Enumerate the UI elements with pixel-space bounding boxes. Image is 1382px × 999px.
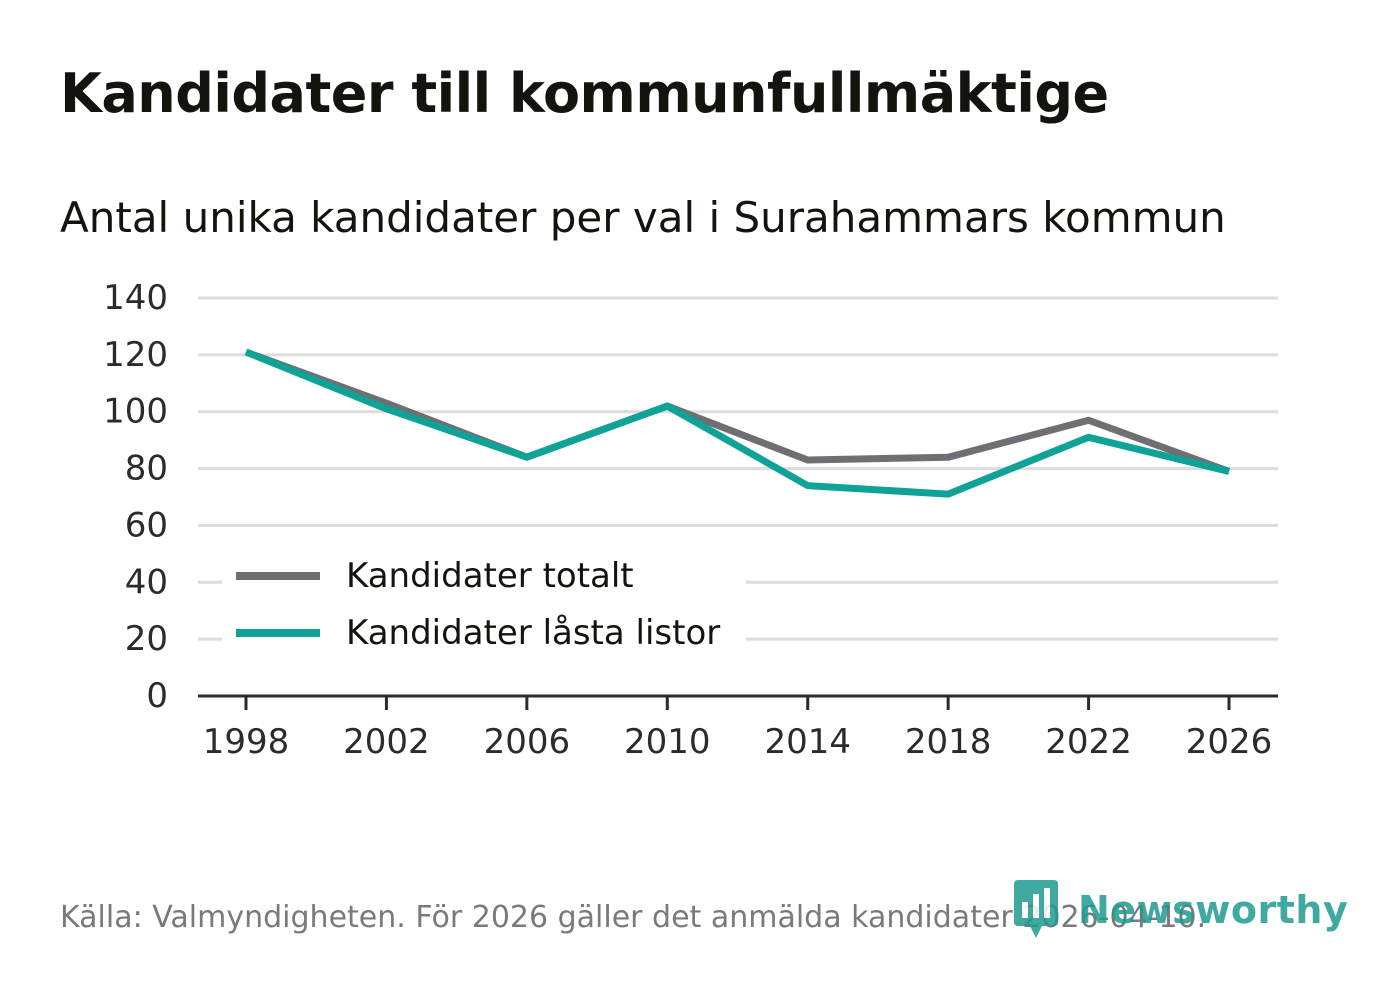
legend-background [222,548,746,666]
y-tick-label: 0 [146,676,168,716]
x-tick-label: 2014 [764,722,851,762]
legend-label: Kandidater låsta listor [346,613,720,653]
series-lines [244,348,1231,498]
y-tick-label: 60 [125,505,168,545]
x-tick-label: 2026 [1186,722,1273,762]
x-tick-label: 2010 [624,722,711,762]
y-axis-ticks: 0 20 40 60 80 100 120 140 [103,278,168,716]
y-tick-label: 120 [103,335,168,375]
y-tick-label: 20 [125,619,168,659]
x-tick-label: 2022 [1045,722,1132,762]
x-tick-label: 2006 [484,722,571,762]
series-line-locked-lists [244,348,1230,498]
series-line-total [244,348,1231,475]
y-tick-label: 100 [103,392,168,432]
x-tick-label: 1998 [203,722,290,762]
newsworthy-logo: Newsworthy [1012,880,1348,940]
y-tick-label: 40 [125,562,168,602]
legend: Kandidater totalt Kandidater låsta listor [236,556,720,653]
x-axis-ticks: 1998 2002 2006 2010 2014 2018 2022 2026 [203,696,1273,762]
chart-title: Kandidater till kommunfullmäktige [60,62,1109,125]
newsworthy-brand-text: Newsworthy [1078,888,1349,932]
newsworthy-logo-icon [1014,880,1058,938]
x-tick-label: 2002 [343,722,430,762]
y-tick-label: 80 [125,449,168,489]
x-tick-label: 2018 [905,722,992,762]
legend-label: Kandidater totalt [346,556,634,596]
y-tick-label: 140 [103,278,168,318]
chart-subtitle: Antal unika kandidater per val i Suraham… [60,193,1226,242]
